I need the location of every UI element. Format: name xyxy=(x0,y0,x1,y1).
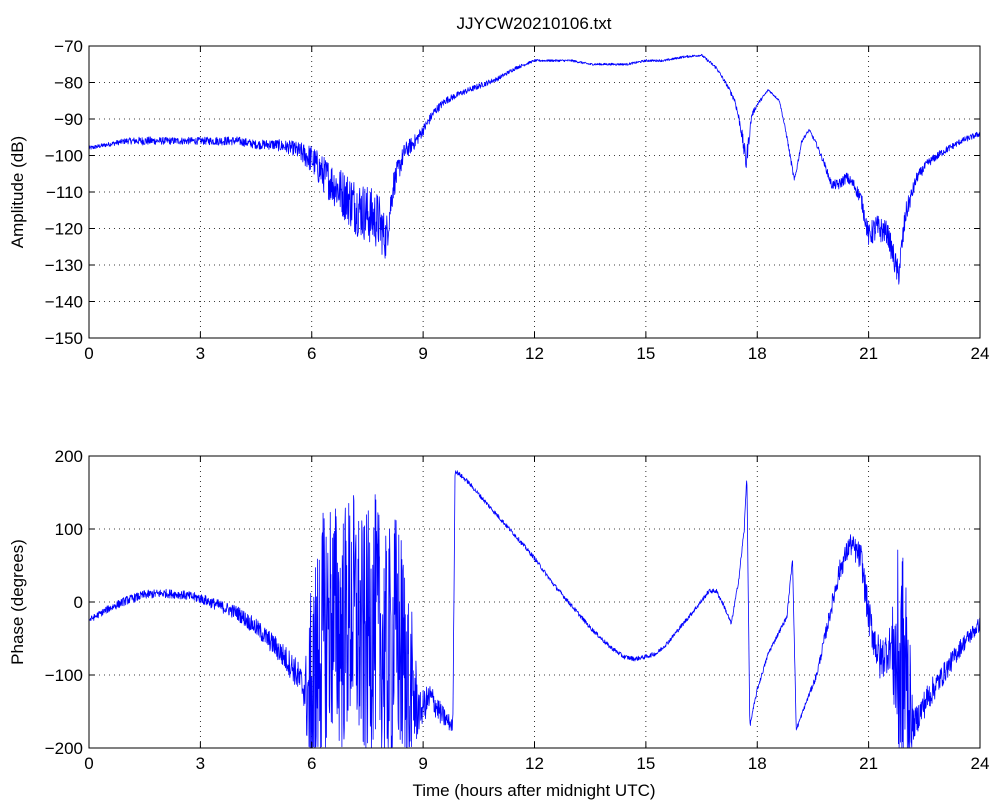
phase-y-tick-label: 0 xyxy=(74,593,83,612)
amplitude-series-line xyxy=(88,53,981,285)
amplitude-plot: 0 3 6 9 12 15 18 21 24 −150−140−130−120−110−100−… xyxy=(8,37,989,363)
phase-x-tick-label: 21 xyxy=(859,754,878,773)
amplitude-x-tick-labels: 0 3 6 9 12 15 18 21 24 xyxy=(84,344,989,363)
amplitude-y-tick-label: −140 xyxy=(45,293,83,312)
phase-x-tick-label: 6 xyxy=(307,754,316,773)
amplitude-x-tick-label: 21 xyxy=(859,344,878,363)
amplitude-x-tick-label: 24 xyxy=(971,344,990,363)
phase-y-tick-label: −200 xyxy=(45,739,83,758)
amplitude-y-tick-label: −80 xyxy=(54,74,83,93)
amplitude-x-tick-label: 12 xyxy=(525,344,544,363)
amplitude-axes-frame xyxy=(88,45,981,339)
phase-series-line xyxy=(88,470,981,749)
amplitude-x-tick-label: 6 xyxy=(307,344,316,363)
phase-x-axis-label: Time (hours after midnight UTC) xyxy=(412,781,655,800)
phase-trace xyxy=(88,470,981,749)
amplitude-x-tick-label: 9 xyxy=(418,344,427,363)
phase-x-tick-label: 12 xyxy=(525,754,544,773)
amplitude-y-tick-label: −120 xyxy=(45,220,83,239)
amplitude-y-tick-labels: −150 −140 −130 −120 −110 −100 −90 −80 −70 xyxy=(45,37,83,348)
amplitude-x-tick-label: 18 xyxy=(748,344,767,363)
phase-x-tick-label: 18 xyxy=(748,754,767,773)
phase-y-tick-label: −100 xyxy=(45,666,83,685)
phase-x-tick-label: 24 xyxy=(971,754,990,773)
amplitude-y-tick-label: −130 xyxy=(45,256,83,275)
amplitude-y-axis-label: Amplitude (dB) xyxy=(8,136,27,248)
phase-x-tick-label: 15 xyxy=(636,754,655,773)
phase-x-tick-labels: 0 3 6 9 12 15 18 21 24 xyxy=(84,754,989,773)
phase-x-tick-label: 0 xyxy=(84,754,93,773)
phase-y-tick-label: 100 xyxy=(55,520,83,539)
amplitude-x-tick-label: 0 xyxy=(84,344,93,363)
amplitude-y-tick-label: −110 xyxy=(46,183,83,202)
phase-y-axis-label: Phase (degrees) xyxy=(8,539,27,665)
phase-y-tick-labels: −200 −100 0 100 200 xyxy=(45,447,83,758)
amplitude-y-tick-label: −100 xyxy=(45,147,83,166)
phase-plot: 0 3 6 9 12 15 18 21 24 −200 −100 0 100 200 Phase (de… xyxy=(8,447,989,800)
phase-y-tick-label: 200 xyxy=(55,447,83,466)
chart-title: JJYCW20210106.txt xyxy=(457,14,612,33)
phase-x-tick-label: 9 xyxy=(418,754,427,773)
phase-x-tick-label: 3 xyxy=(196,754,205,773)
amplitude-trace xyxy=(88,53,981,285)
amplitude-y-tick-label: −150 xyxy=(45,329,83,348)
phase-axes-frame xyxy=(88,455,981,749)
amplitude-y-tick-label: −90 xyxy=(54,110,83,129)
amplitude-grid xyxy=(89,46,980,338)
amplitude-x-tick-label: 15 xyxy=(636,344,655,363)
amplitude-x-tick-label: 3 xyxy=(196,344,205,363)
amplitude-y-tick-label: −70 xyxy=(54,37,83,56)
